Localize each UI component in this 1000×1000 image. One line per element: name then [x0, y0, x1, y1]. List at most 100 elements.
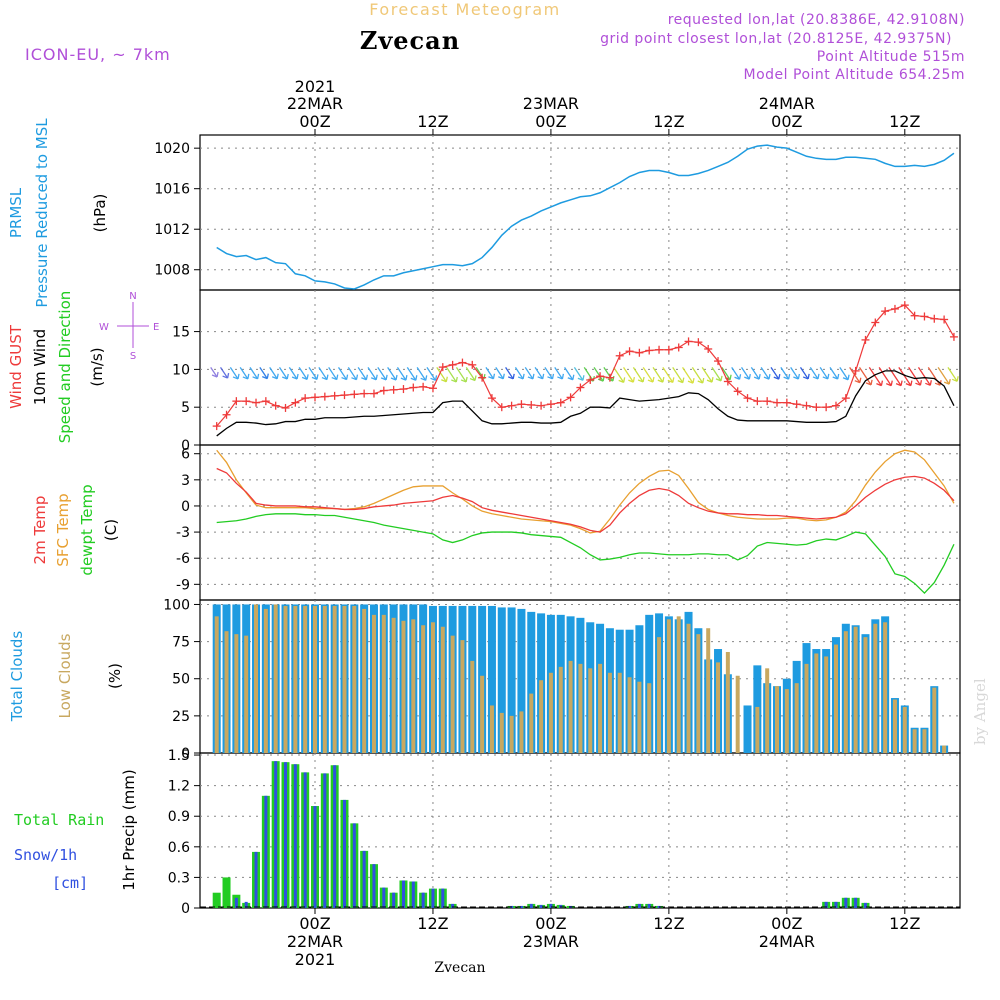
low-cloud-bar: [342, 605, 347, 753]
low-cloud-bar: [244, 635, 249, 753]
wind-arrow: [426, 367, 438, 381]
low-cloud-bar: [430, 622, 435, 753]
snow-bar: [834, 901, 838, 908]
snow-bar: [854, 897, 858, 908]
precip-bar: [281, 762, 290, 908]
cloud-bar: [645, 614, 654, 753]
low-cloud-bar: [676, 616, 681, 753]
low-cloud-bar: [293, 605, 298, 753]
wind-arrow: [485, 367, 496, 380]
top-hour-label: 00Z: [535, 112, 566, 131]
gust-label: Wind GUST: [7, 324, 25, 409]
low-cloud-bar: [371, 614, 376, 753]
cloud-bar: [940, 745, 949, 753]
gust-marker: [369, 389, 378, 398]
y-tick-label: 1020: [154, 141, 190, 157]
wind-arrow: [514, 367, 525, 380]
y-tick-label: 1.5: [168, 748, 190, 764]
wind-arrow: [701, 367, 714, 383]
snow-bar: [844, 897, 848, 908]
low-cloud-bar: [892, 699, 897, 753]
cloud-bar: [428, 605, 437, 753]
gust-marker: [527, 400, 536, 409]
wind-arrow: [603, 367, 615, 382]
snow-bar: [323, 773, 327, 908]
cloud-bar: [281, 604, 290, 753]
low-cloud-bar: [224, 631, 229, 753]
snow-bar: [342, 799, 346, 908]
gust-marker: [694, 338, 703, 347]
point-altitude: Point Altitude 515m: [817, 49, 965, 65]
10m-wind-label: 10m Wind: [31, 329, 49, 405]
cloud-bar: [301, 604, 310, 753]
snow-bar: [401, 880, 405, 908]
cloud-bar: [822, 649, 831, 753]
cloud-bar: [448, 605, 457, 753]
top-hour-label: 00Z: [771, 112, 802, 131]
gust-marker: [252, 398, 261, 407]
wind-arrow: [436, 367, 448, 383]
low-cloud-bar: [283, 605, 288, 753]
cloud-bar: [605, 628, 614, 753]
low-cloud-bar: [548, 672, 553, 753]
panel-wind: 0 5 10 15: [172, 289, 961, 454]
wind-arrow: [868, 367, 884, 387]
low-cloud-bar: [666, 619, 671, 753]
wind-arrow: [396, 367, 408, 381]
cloud-bar: [311, 604, 319, 753]
gust-marker: [340, 391, 349, 400]
snow-bar: [372, 864, 376, 908]
gust-marker: [301, 394, 310, 403]
cloud-bar: [851, 625, 860, 753]
gust-marker: [851, 366, 860, 375]
y-tick-label: 6: [181, 447, 190, 463]
sfc-temp-label: SFC Temp: [54, 493, 72, 566]
wind-arrow: [455, 367, 468, 383]
gust-marker: [507, 401, 516, 410]
panel-temp: -9 -6 -3 0 3 6: [176, 444, 961, 601]
cloud-bar: [841, 623, 850, 753]
low-cloud-bar: [883, 622, 888, 753]
cloud-bar: [537, 613, 546, 753]
precip-bar: [448, 903, 457, 908]
cloud-bar: [261, 604, 270, 753]
gust-marker: [822, 403, 831, 412]
snow-bar: [559, 904, 563, 908]
cloud-bar: [743, 705, 752, 753]
wind-arrow: [544, 367, 555, 380]
cloud-bar: [684, 611, 693, 753]
model-label: ICON-EU, ~ 7km: [25, 45, 171, 64]
cloud-bar: [517, 608, 526, 753]
gust-marker: [428, 384, 437, 393]
gust-marker: [782, 398, 791, 407]
y-tick-label: 0: [181, 438, 190, 454]
wind-arrow: [259, 367, 269, 380]
gust-marker: [242, 397, 251, 406]
cloud-bar: [910, 727, 919, 753]
cloud-bar: [655, 613, 664, 753]
cloud-bar: [399, 604, 408, 753]
snow-bar: [421, 892, 425, 908]
y-tick-label: 100: [163, 597, 190, 613]
wind-arrow: [337, 367, 349, 381]
snow-bar: [352, 823, 356, 908]
cloud-bar: [252, 604, 261, 753]
compass-e: E: [153, 322, 159, 333]
precip-bar: [350, 823, 359, 908]
gust-line: [216, 304, 955, 427]
y-tick-label: 1008: [154, 263, 190, 279]
compass-w: W: [99, 322, 109, 333]
wind-arrow: [446, 367, 458, 383]
precip-bar: [271, 761, 280, 908]
gust-marker: [773, 398, 782, 407]
precip-bar: [252, 851, 261, 908]
top-date-label: 24MAR: [759, 94, 815, 113]
wind-arrow: [288, 367, 299, 380]
precip-bar: [369, 864, 378, 908]
wind-arrow: [770, 367, 781, 380]
gust-marker: [576, 383, 585, 392]
snow-bar: [431, 888, 435, 908]
low-cloud-bar: [578, 663, 583, 753]
gust-marker: [881, 307, 890, 316]
wind-arrow: [662, 367, 675, 383]
